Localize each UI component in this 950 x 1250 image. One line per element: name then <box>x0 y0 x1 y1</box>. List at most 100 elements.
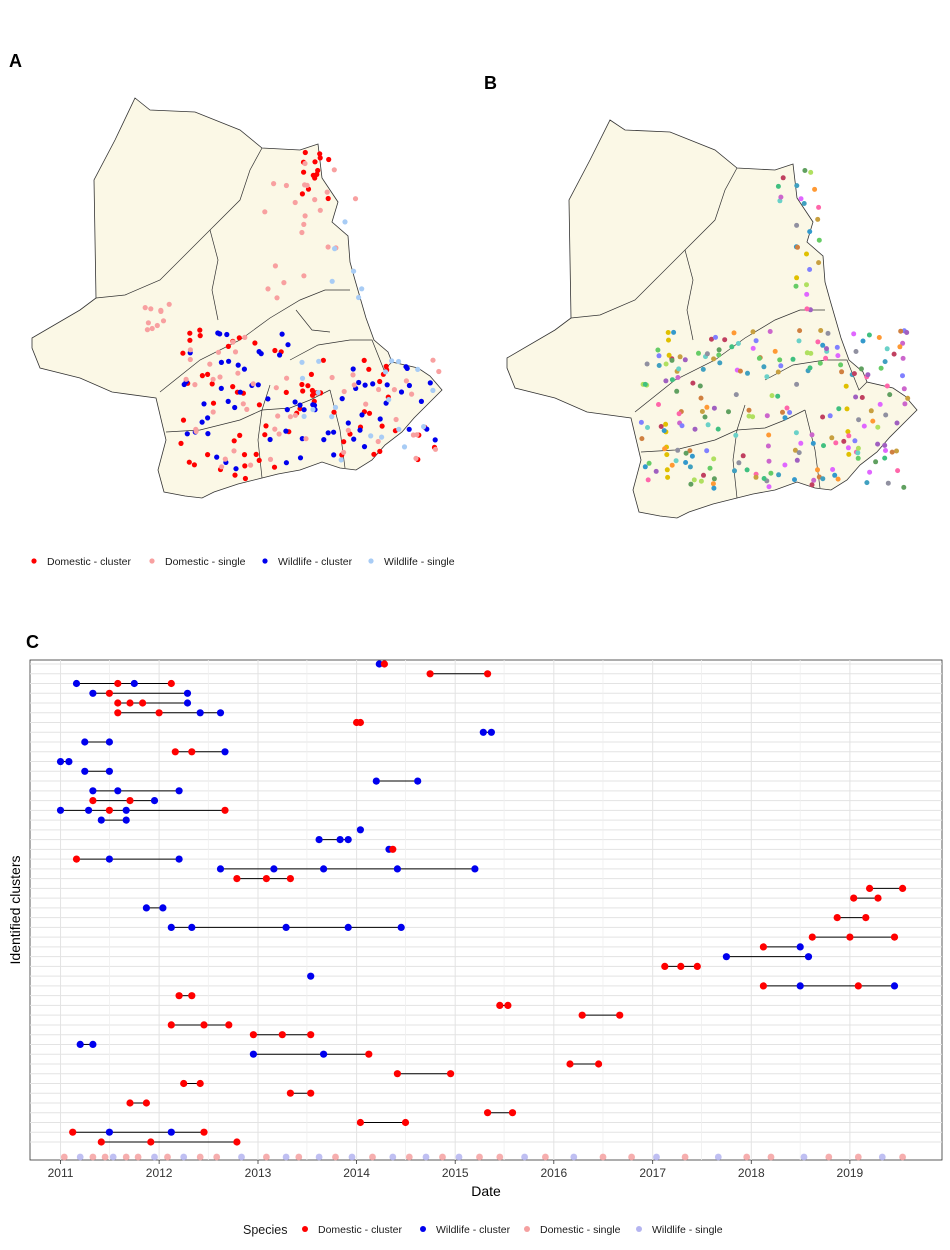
single-points <box>60 1153 906 1161</box>
map-b-point <box>746 413 752 419</box>
map-b-point <box>740 453 746 459</box>
map-b-point <box>796 450 802 456</box>
map-b-point <box>835 476 841 482</box>
map-b-point <box>750 329 756 335</box>
map-a-point <box>272 347 278 354</box>
map-b-point <box>776 472 782 478</box>
cluster-point <box>808 933 816 941</box>
cluster-point <box>155 709 163 717</box>
cluster-point <box>804 953 813 961</box>
single-point <box>151 1153 158 1161</box>
map-a-point <box>368 433 374 439</box>
cluster-point <box>270 865 278 873</box>
map-a-point <box>292 412 298 418</box>
map-a-point <box>166 301 172 307</box>
cluster-row <box>167 1021 233 1029</box>
map-a-point <box>301 169 307 175</box>
map-b-point <box>698 478 704 484</box>
cluster-point <box>76 1040 84 1048</box>
map-a-point <box>244 406 250 412</box>
cluster-point <box>616 1011 624 1019</box>
cluster-row <box>833 914 870 922</box>
single-point <box>439 1153 446 1161</box>
map-a-point <box>215 349 222 355</box>
map-a-point <box>205 452 211 458</box>
single-point <box>653 1153 660 1161</box>
cluster-point <box>344 923 352 932</box>
map-a-point <box>362 382 368 388</box>
map-a-point <box>320 357 326 363</box>
single-point <box>164 1153 171 1161</box>
cluster-point <box>89 787 97 795</box>
map-b-point <box>825 330 831 336</box>
map-a-point <box>341 439 347 445</box>
cluster-point <box>307 1089 315 1097</box>
cluster-point <box>693 962 701 971</box>
cluster-point <box>862 914 870 922</box>
legend-label-wildlife-single: Wildlife - single <box>652 1224 723 1236</box>
cluster-row <box>315 836 352 844</box>
map-b-point <box>820 414 826 420</box>
map-a-point <box>230 384 236 390</box>
map-a-point <box>232 349 239 355</box>
map-b-point <box>784 405 790 411</box>
map-b-point <box>793 430 799 436</box>
cluster-row <box>72 679 175 688</box>
map-a-point <box>377 416 383 422</box>
cluster-point <box>89 797 97 805</box>
map-b-point <box>861 423 867 429</box>
cluster-point <box>356 826 364 834</box>
map-b-point <box>832 472 838 478</box>
map-b-point <box>765 443 771 449</box>
map-a-point <box>292 199 298 206</box>
map-a-point <box>187 356 193 363</box>
map-b-point <box>722 337 728 343</box>
map-b-point <box>688 481 694 487</box>
map-a-point <box>248 462 254 468</box>
cluster-row <box>722 953 813 961</box>
cluster-point <box>566 1060 574 1068</box>
map-a-point <box>386 397 392 403</box>
map-a-point <box>301 407 307 413</box>
map-b-point <box>645 425 650 430</box>
map-a-point <box>273 385 279 391</box>
cluster-point <box>167 679 175 688</box>
map-b-point <box>812 186 818 192</box>
map-b-point <box>873 459 879 465</box>
map-a-point <box>230 339 236 345</box>
map-a-point <box>218 359 224 365</box>
map-a-point <box>393 416 399 423</box>
cluster-point <box>159 904 167 912</box>
map-a-point <box>302 213 308 219</box>
cluster-point <box>175 787 183 795</box>
map-a-point <box>384 382 390 388</box>
cluster-point <box>221 748 229 756</box>
map-a-point <box>210 376 216 382</box>
map-b-point <box>898 328 904 334</box>
cluster-point <box>56 758 65 766</box>
map-b-point <box>704 404 710 410</box>
map-a-point <box>357 427 363 433</box>
map-b-point <box>665 474 671 480</box>
map-b-point <box>656 363 662 368</box>
map-legend: Domestic - cluster Domestic - single Wil… <box>31 556 455 568</box>
cluster-point <box>216 865 225 873</box>
cluster-row <box>89 797 159 805</box>
map-b-point <box>801 201 807 206</box>
map-a-point <box>310 402 316 408</box>
map-a-point <box>315 167 321 174</box>
map-b-point <box>824 346 829 352</box>
map-b-point <box>846 451 852 457</box>
cluster-point <box>114 709 122 717</box>
map-a-point <box>376 386 382 393</box>
cluster-point <box>233 875 241 883</box>
map-b-point <box>882 442 888 448</box>
map-a-point <box>297 455 304 461</box>
cluster-row <box>375 660 388 668</box>
map-a-point <box>218 385 224 391</box>
map-b-point <box>744 467 750 473</box>
map-b-point <box>830 467 836 472</box>
grid-lines <box>30 660 942 1160</box>
map-a-point <box>332 246 338 252</box>
map-b-point <box>726 409 731 415</box>
